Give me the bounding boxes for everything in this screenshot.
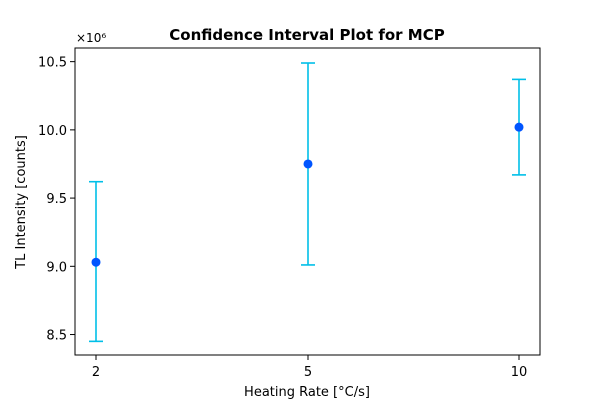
y-tick-label: 9.5 [46,192,67,207]
x-tick-label: 5 [304,365,312,380]
plot-area: 8.5 9.0 9.5 10.0 10.5 2 5 10 [38,56,527,380]
x-tick-label: 2 [92,365,100,380]
y-tick-label: 10.5 [38,56,67,71]
data-point [303,159,313,169]
y-axis-label: TL Intensity [counts] [14,135,29,270]
chart-title: Confidence Interval Plot for MCP [169,26,444,44]
x-tick-label: 10 [511,365,528,380]
data-point [514,122,524,132]
y-axis-scale-label: ×10⁶ [76,31,106,45]
data-point [91,257,101,267]
x-axis-label: Heating Rate [°C/s] [244,385,370,400]
y-tick-label: 10.0 [38,124,67,139]
y-tick-label: 9.0 [46,260,67,275]
plot-frame [74,47,541,356]
y-tick-label: 8.5 [46,329,67,344]
